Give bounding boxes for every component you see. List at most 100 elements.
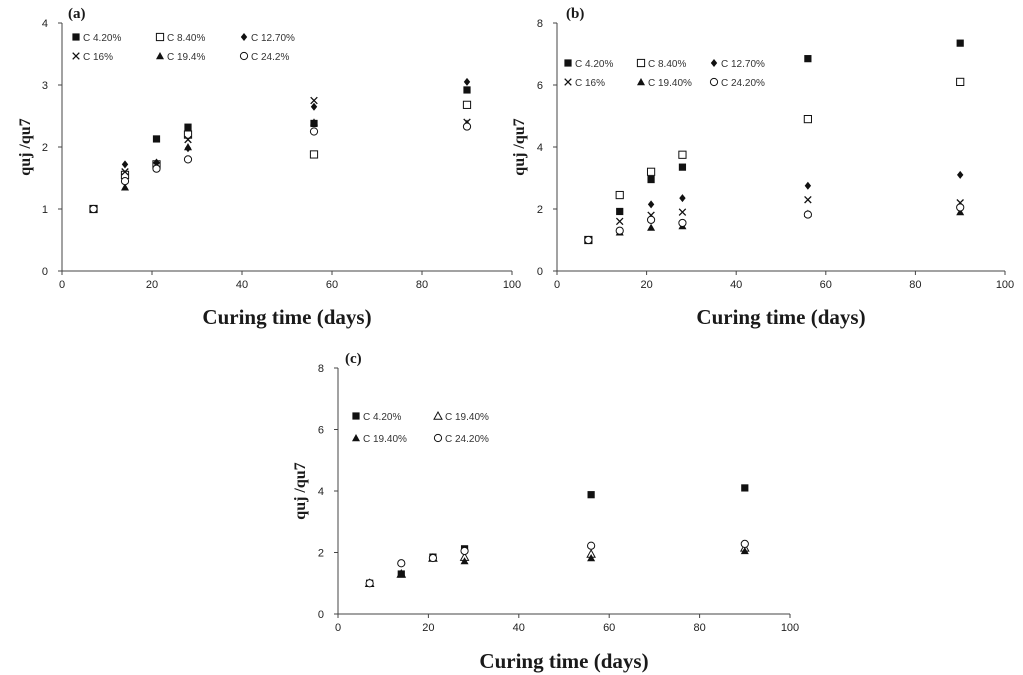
data-point — [89, 204, 98, 214]
data-series — [584, 203, 965, 245]
legend-marker — [433, 410, 443, 420]
x-tick-label: 0 — [59, 279, 65, 291]
data-series — [89, 96, 471, 213]
data-point — [679, 194, 686, 203]
x-tick-label: 0 — [554, 279, 560, 291]
y-tick-label: 8 — [537, 18, 543, 30]
x-axis-label: Curing time (days) — [202, 305, 371, 329]
y-axis-label: quj /qu7 — [17, 118, 34, 175]
data-point — [587, 491, 595, 499]
data-point — [460, 546, 469, 556]
legend-marker — [710, 59, 718, 67]
data-point — [678, 208, 687, 216]
data-point — [184, 123, 192, 131]
x-tick-label: 40 — [730, 279, 742, 291]
data-point — [309, 127, 319, 136]
data-point — [647, 223, 656, 231]
data-point — [183, 130, 193, 139]
legend-entry: C 12.70% — [251, 33, 295, 44]
legend-marker — [72, 33, 80, 41]
data-point — [678, 218, 687, 228]
legend-marker — [637, 78, 645, 86]
legend-entry: C 24.20% — [721, 78, 765, 89]
data-series — [364, 542, 750, 587]
x-axis-label: Curing time (days) — [696, 305, 865, 329]
data-point — [184, 143, 192, 151]
panel-label: (b) — [566, 6, 584, 22]
data-point — [428, 553, 438, 563]
data-point — [741, 484, 749, 492]
data-point — [647, 200, 655, 209]
y-tick-label: 0 — [537, 266, 543, 278]
data-point — [678, 163, 687, 171]
legend-marker — [564, 78, 572, 86]
data-series — [584, 77, 965, 245]
panel-label: (c) — [345, 351, 362, 367]
legend-entry: C 12.70% — [721, 59, 765, 70]
legend-marker — [636, 58, 646, 68]
x-tick-label: 20 — [146, 279, 158, 291]
data-point — [956, 77, 965, 87]
x-tick-label: 0 — [335, 622, 341, 634]
data-point — [121, 183, 129, 191]
data-point — [803, 210, 812, 219]
data-point — [310, 102, 318, 111]
data-point — [804, 55, 812, 63]
x-tick-label: 40 — [236, 279, 248, 291]
y-tick-label: 2 — [42, 142, 48, 154]
y-tick-label: 8 — [318, 363, 324, 375]
chart-panel-3: 0 20 40 60 80 100 0 2 4 6 8 Curing time (days) quj /… — [292, 351, 799, 673]
x-tick-label: 80 — [909, 279, 921, 291]
legend-entry: C 8.40% — [648, 59, 686, 70]
legend-entry: C 8.40% — [167, 33, 205, 44]
y-axis-label: quj /qu7 — [292, 462, 309, 519]
y-tick-label: 0 — [318, 609, 324, 621]
x-tick-label: 40 — [513, 622, 525, 634]
panel-label: (a) — [68, 6, 86, 22]
data-point — [615, 190, 624, 200]
data-point — [584, 235, 593, 245]
x-tick-label: 20 — [640, 279, 652, 291]
data-point — [152, 135, 161, 143]
y-axis-label: quj /qu7 — [511, 118, 528, 175]
x-tick-label: 60 — [603, 622, 615, 634]
legend-entry: C 24.20% — [445, 434, 489, 445]
data-point — [463, 86, 471, 94]
data-point — [397, 570, 406, 578]
data-series — [365, 546, 749, 587]
y-tick-label: 6 — [318, 425, 324, 437]
data-point — [365, 579, 374, 588]
legend-marker — [433, 433, 443, 443]
legend-entry: C 4.20% — [363, 412, 401, 423]
x-tick-label: 100 — [781, 622, 799, 634]
data-point — [183, 155, 193, 164]
data-series — [89, 100, 472, 214]
data-point — [615, 217, 624, 226]
chart-panel-1: 0 20 40 60 80 100 0 1 2 3 4 Curing time (days) quj /… — [17, 6, 521, 329]
data-point — [804, 181, 812, 190]
data-series — [584, 208, 965, 244]
data-series — [89, 86, 471, 213]
data-series — [366, 484, 749, 587]
data-series — [585, 170, 964, 244]
data-point — [397, 559, 406, 568]
y-tick-label: 0 — [42, 266, 48, 278]
x-tick-label: 100 — [996, 279, 1014, 291]
y-tick-label: 1 — [42, 204, 48, 216]
y-tick-label: 4 — [42, 18, 48, 30]
data-point — [957, 170, 964, 179]
y-tick-label: 4 — [537, 142, 543, 154]
data-point — [462, 100, 472, 109]
data-point — [184, 135, 192, 144]
y-tick-label: 6 — [537, 80, 543, 92]
legend-entry: C 19.40% — [445, 412, 489, 423]
legend-marker — [156, 52, 164, 60]
data-point — [646, 215, 656, 224]
legend-marker — [564, 59, 572, 67]
data-series — [89, 122, 472, 214]
data-series — [584, 195, 964, 244]
data-series — [89, 118, 471, 213]
legend-entry: C 19.4% — [167, 52, 205, 63]
data-point — [152, 164, 161, 173]
